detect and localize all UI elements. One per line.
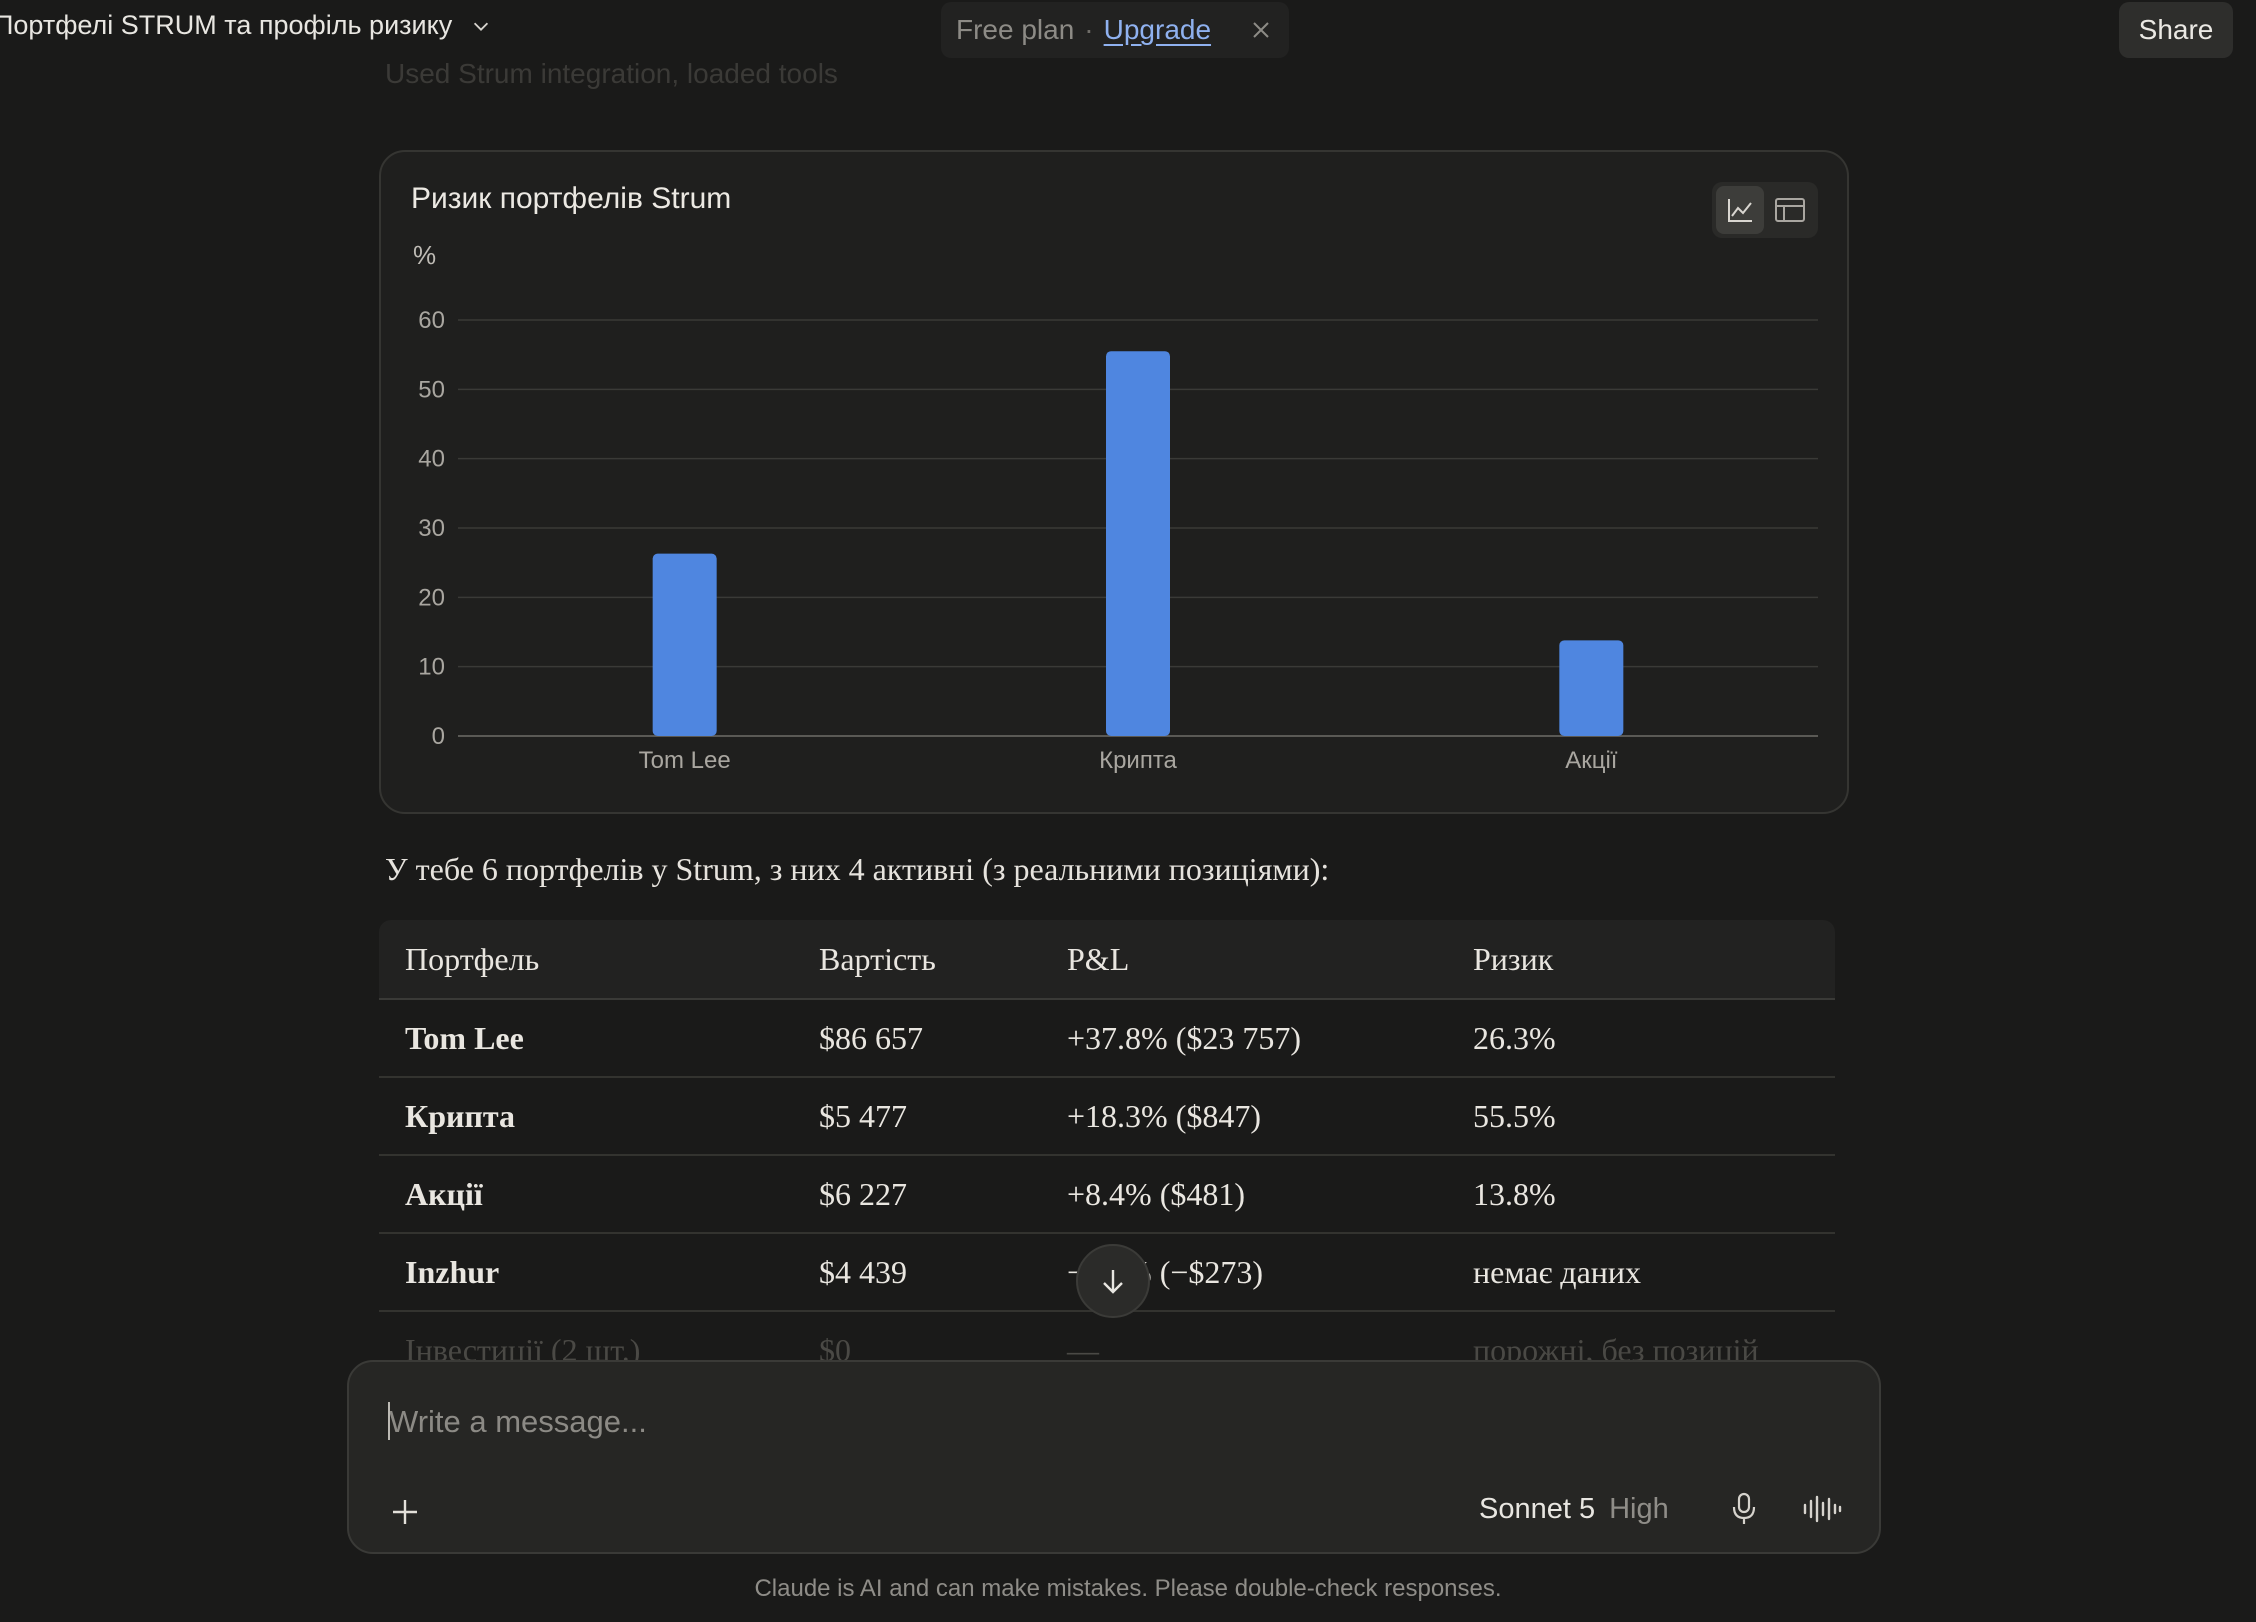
table-cell: 26.3% — [1447, 999, 1835, 1078]
top-bar: Портфелі STRUM та профіль ризику Free pl… — [0, 0, 2256, 60]
model-effort: High — [1609, 1492, 1669, 1525]
y-tick-label: 20 — [418, 584, 445, 611]
plus-icon — [393, 1500, 417, 1524]
table-row: Крипта $5 477 +18.3% ($847) 55.5% — [379, 1077, 1835, 1156]
message-composer: Sonnet 5 High — [347, 1360, 1881, 1554]
y-tick-label: 0 — [432, 723, 445, 750]
bar-1 — [1106, 351, 1170, 736]
y-axis-unit: % — [413, 240, 436, 270]
disclaimer-text: Claude is AI and can make mistakes. Plea… — [754, 1575, 1502, 1602]
bar-chart: % 0 10 20 30 40 50 60 Tom Lee Крипта Акції — [413, 240, 1818, 774]
arrow-down-icon — [1103, 1270, 1123, 1294]
column-header: P&L — [1041, 920, 1447, 1000]
table-cell: порожні, без позицій — [1447, 1311, 1835, 1360]
table-cell: Акції — [379, 1155, 793, 1234]
table-icon — [1775, 198, 1805, 222]
plan-banner: Free plan · Upgrade — [941, 2, 1289, 58]
table-cell: — — [1041, 1311, 1447, 1360]
table-cell: Крипта — [379, 1077, 793, 1156]
model-name: Sonnet 5 — [1479, 1492, 1596, 1525]
table-cell: 55.5% — [1447, 1077, 1835, 1156]
table-cell: +37.8% ($23 757) — [1041, 999, 1447, 1078]
y-tick-label: 10 — [418, 654, 445, 681]
conversation-title-menu[interactable]: Портфелі STRUM та профіль ризику — [0, 10, 492, 41]
table-cell: Інвестиції (2 шт.) — [379, 1311, 793, 1360]
table-cell: +18.3% ($847) — [1041, 1077, 1447, 1156]
chevron-down-icon — [474, 22, 489, 31]
column-header: Портфель — [379, 920, 793, 1000]
table-cell: $86 657 — [793, 999, 1041, 1078]
bar-0 — [652, 553, 717, 736]
table-cell: +8.4% ($481) — [1041, 1155, 1447, 1234]
table-cell: $0 — [793, 1311, 1041, 1360]
model-selector[interactable]: Sonnet 5 High — [1479, 1484, 1669, 1534]
text-caret — [388, 1402, 390, 1440]
plan-label: Free plan — [956, 14, 1075, 45]
table-cell: $6 227 — [793, 1155, 1041, 1234]
table-row: Акції $6 227 +8.4% ($481) 13.8% — [379, 1155, 1835, 1234]
x-tick-label: Крипта — [1099, 747, 1177, 774]
y-tick-label: 60 — [418, 307, 445, 334]
upgrade-link[interactable]: Upgrade — [1103, 14, 1212, 45]
microphone-icon — [1732, 1492, 1756, 1524]
table-cell: $5 477 — [793, 1077, 1041, 1156]
table-header-row: Портфель Вартість P&L Ризик — [379, 920, 1835, 1000]
response-paragraph: У тебе 6 портфелів у Strum, з них 4 акти… — [385, 851, 1330, 887]
waveform-icon — [1803, 1495, 1842, 1523]
message-input[interactable] — [389, 1400, 1789, 1444]
dictation-button[interactable] — [1719, 1484, 1769, 1534]
voice-mode-button[interactable] — [1797, 1484, 1847, 1534]
chart-view-button[interactable] — [1716, 186, 1764, 234]
conversation-title: Портфелі STRUM та профіль ризику — [0, 10, 453, 40]
x-tick-label: Акції — [1565, 747, 1618, 774]
close-icon[interactable] — [1247, 16, 1275, 44]
add-attachment-button[interactable] — [373, 1480, 437, 1544]
table-view-button[interactable] — [1766, 186, 1814, 234]
chart-title: Ризик портфелів Strum — [411, 182, 732, 215]
table-cell: Inzhur — [379, 1233, 793, 1312]
scroll-to-bottom-button[interactable] — [1076, 1244, 1150, 1318]
column-header: Ризик — [1447, 920, 1835, 1000]
y-tick-label: 40 — [418, 446, 445, 473]
column-header: Вартість — [793, 920, 1041, 1000]
table-cell: немає даних — [1447, 1233, 1835, 1312]
table-cell: Tom Lee — [379, 999, 793, 1078]
table-row: Інвестиції (2 шт.) $0 — порожні, без поз… — [379, 1311, 1835, 1360]
table-cell: 13.8% — [1447, 1155, 1835, 1234]
table-row: Tom Lee $86 657 +37.8% ($23 757) 26.3% — [379, 999, 1835, 1078]
chart-card: Ризик портфелів Strum % 0 10 20 30 40 50 60 Tom … — [379, 150, 1849, 814]
share-button[interactable]: Share — [2119, 2, 2233, 58]
x-tick-label: Tom Lee — [639, 747, 731, 774]
line-chart-icon — [1728, 199, 1752, 222]
bar-2 — [1559, 640, 1624, 736]
y-tick-label: 50 — [418, 376, 445, 403]
tool-status-text: Used Strum integration, loaded tools — [385, 58, 838, 89]
y-tick-label: 30 — [418, 515, 445, 542]
chart-view-toggle — [1712, 182, 1818, 238]
table-cell: $4 439 — [793, 1233, 1041, 1312]
plan-separator: · — [1084, 14, 1094, 45]
